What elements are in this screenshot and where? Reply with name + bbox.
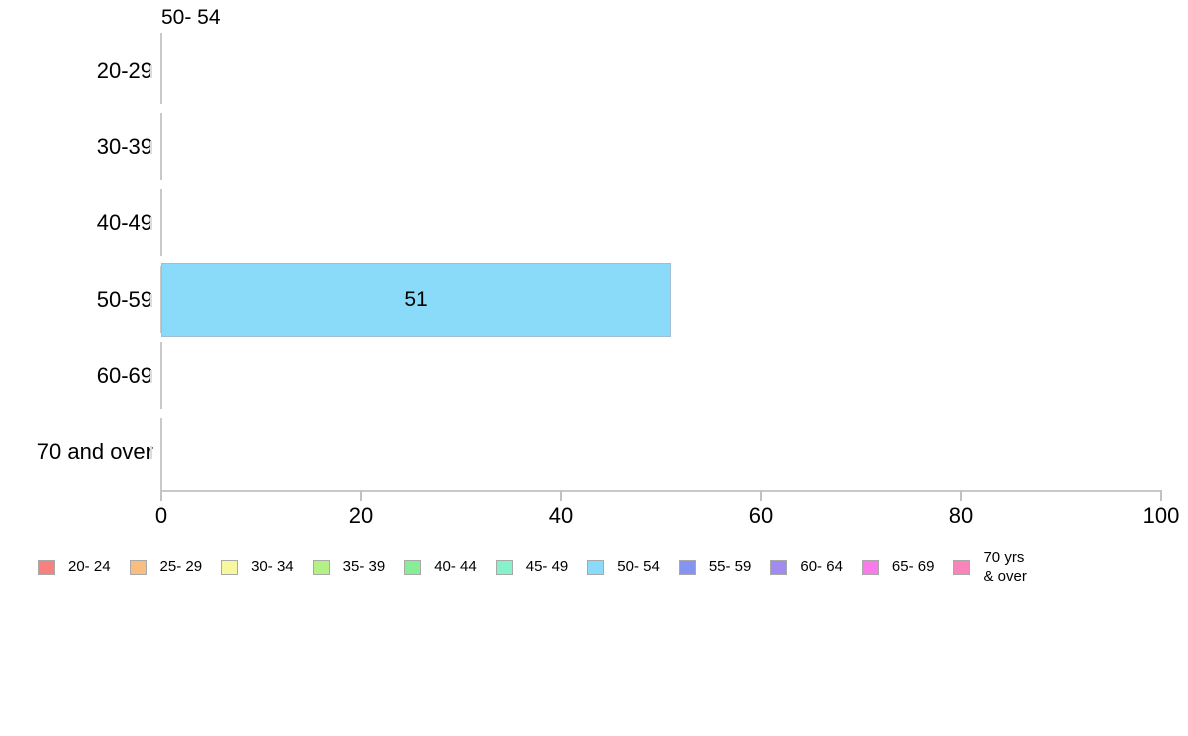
- y-axis-segment: [160, 417, 162, 492]
- legend-swatch: [770, 560, 788, 576]
- legend-item: 20- 24: [38, 558, 111, 577]
- y-axis-minor-tick: [150, 293, 152, 307]
- x-axis-tick-label: 80: [948, 503, 974, 528]
- legend-label: 60- 64: [800, 558, 843, 576]
- legend-label: 65- 69: [891, 558, 935, 576]
- y-axis-label: 50-59: [96, 286, 153, 312]
- legend-item: 70 yrs & over: [953, 549, 1027, 587]
- legend-label: 50- 54: [617, 558, 660, 576]
- legend-label: 70 yrs & over: [983, 549, 1027, 585]
- y-axis-label: 20-29: [96, 58, 153, 84]
- legend-swatch: [38, 560, 55, 576]
- x-axis-tick: [960, 490, 962, 501]
- legend-label: 30- 34: [251, 558, 294, 576]
- x-axis-tick: [360, 490, 362, 501]
- y-axis-label: 40-49: [96, 210, 153, 236]
- x-axis-tick: [160, 490, 162, 501]
- legend-label: 55- 59: [708, 558, 752, 576]
- legend-item: 60- 64: [770, 558, 843, 577]
- legend-swatch: [129, 560, 147, 576]
- legend-label: 25- 29: [159, 558, 203, 576]
- legend-swatch: [678, 560, 696, 576]
- y-axis-minor-tick: [150, 217, 152, 231]
- legend-swatch: [404, 560, 422, 576]
- y-axis-segment: [160, 341, 162, 409]
- x-axis-line: [160, 490, 1162, 492]
- x-axis-tick: [1160, 490, 1162, 501]
- legend-swatch: [495, 560, 513, 576]
- y-axis-label: 30-39: [96, 134, 153, 160]
- legend-swatch: [953, 560, 971, 576]
- y-axis-minor-tick: [150, 445, 152, 459]
- legend-label: 35- 39: [342, 558, 386, 576]
- chart-title: 50- 54: [161, 6, 221, 29]
- y-axis-minor-tick: [150, 369, 152, 383]
- x-axis-tick: [760, 490, 762, 501]
- legend-item: 55- 59: [678, 558, 752, 577]
- x-axis-tick-label: 0: [154, 503, 168, 528]
- legend-swatch: [861, 560, 879, 576]
- legend: 20- 24 25- 29 30- 34 35- 39 40- 44 45- 49 50- …: [38, 549, 1046, 587]
- legend-swatch: [221, 560, 239, 576]
- y-axis-segment: [160, 33, 162, 105]
- legend-swatch: [312, 560, 330, 576]
- y-axis-segment: [160, 113, 162, 181]
- legend-item: 35- 39: [312, 558, 386, 577]
- x-axis-tick-label: 40: [548, 503, 574, 528]
- y-axis-segment: [160, 189, 162, 257]
- x-axis-tick-label: 100: [1142, 503, 1180, 528]
- legend-label: 20- 24: [68, 558, 111, 576]
- legend-item: 30- 34: [221, 558, 294, 577]
- y-axis-label: 60-69: [96, 362, 153, 388]
- y-axis-minor-tick: [150, 65, 152, 79]
- y-axis-label: 70 and over: [36, 438, 153, 464]
- legend-item: 45- 49: [495, 558, 569, 577]
- x-axis-tick-label: 60: [748, 503, 774, 528]
- legend-swatch: [587, 560, 605, 576]
- legend-item: 25- 29: [129, 558, 203, 577]
- legend-label: 40- 44: [434, 558, 477, 576]
- legend-item: 40- 44: [404, 558, 477, 577]
- legend-label: 45- 49: [525, 558, 569, 576]
- x-axis-tick: [560, 490, 562, 501]
- legend-item: 50- 54: [587, 558, 660, 577]
- x-axis-tick-label: 20: [348, 503, 374, 528]
- legend-item: 65- 69: [861, 558, 935, 577]
- y-axis-minor-tick: [150, 141, 152, 155]
- bar: 51: [161, 262, 671, 337]
